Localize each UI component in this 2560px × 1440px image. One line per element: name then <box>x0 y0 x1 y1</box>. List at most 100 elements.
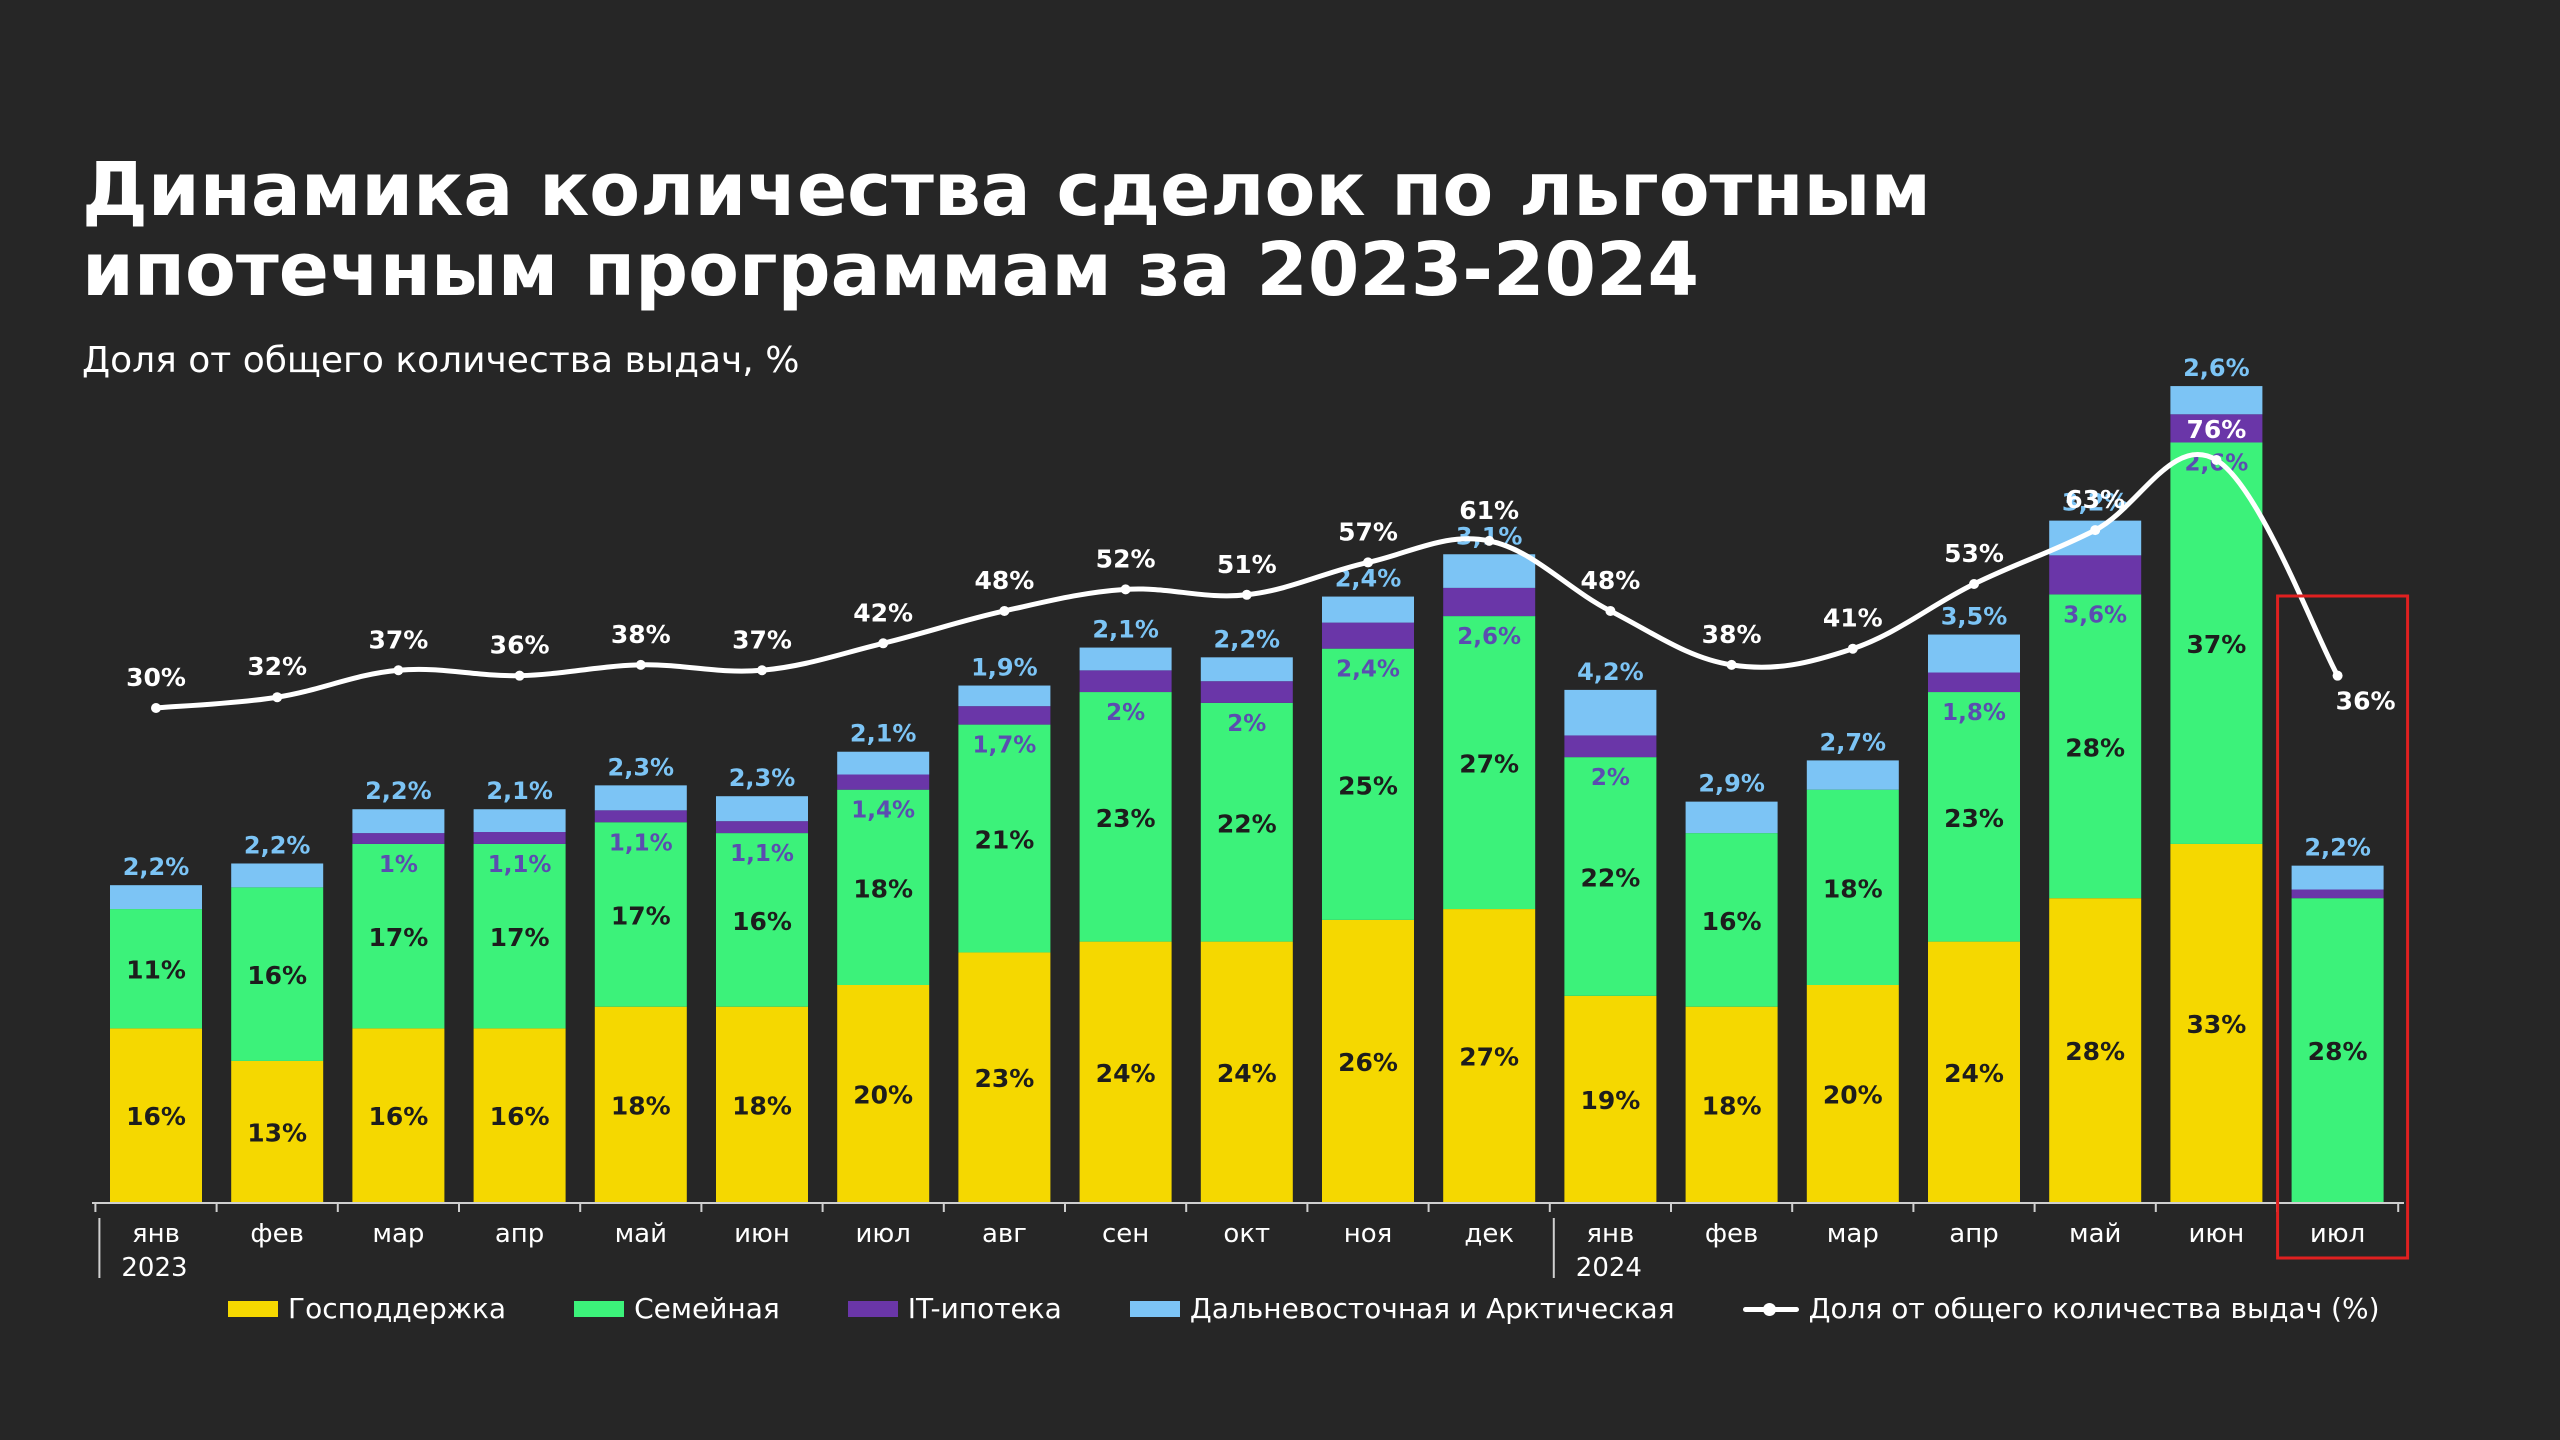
bar-value-label: 33% <box>2186 1010 2246 1039</box>
bar-value-label: 2,9% <box>1698 770 1765 798</box>
bar-segment <box>1928 634 2020 673</box>
bar-value-label: 16% <box>368 1102 428 1131</box>
x-tick-label: янв <box>132 1219 180 1249</box>
bar-segment <box>594 822 687 1007</box>
bar-segment <box>837 751 930 775</box>
bar-value-label: 20% <box>853 1081 913 1110</box>
bar-value-label: 18% <box>853 874 913 903</box>
line-point <box>2332 670 2343 681</box>
legend-item: Семейная <box>574 1292 780 1325</box>
line-point <box>1726 659 1737 670</box>
x-tick-label: апр <box>495 1219 544 1249</box>
bar-segment <box>716 796 808 822</box>
legend-swatch <box>847 1300 898 1317</box>
legend-label: Дальневосточная и Арктическая <box>1189 1292 1675 1325</box>
bar-value-label: 1,9% <box>971 654 1038 682</box>
bar-value-label: 2,2% <box>244 831 311 859</box>
line-value-label: 41% <box>1823 604 1883 633</box>
bar-value-label: 1,4% <box>851 798 915 824</box>
bar-value-label: 2,6% <box>2183 354 2250 382</box>
bar-segment <box>837 774 930 790</box>
x-tick-label: май <box>615 1219 667 1249</box>
bar-value-label: 2,3% <box>608 753 675 781</box>
bar-segment <box>1079 692 1172 942</box>
line-value-label: 36% <box>490 631 550 660</box>
bar-segment <box>1443 587 1536 617</box>
bar-segment <box>837 789 930 985</box>
x-tick-label: окт <box>1223 1219 1270 1249</box>
bar-segment <box>1806 985 1899 1202</box>
bar-value-label: 2,1% <box>850 720 917 748</box>
legend-line-swatch <box>1742 1301 1799 1317</box>
bar-value-label: 3,5% <box>1941 603 2008 631</box>
bar-segment <box>1564 735 1657 758</box>
bar-segment <box>352 843 445 1029</box>
bar-value-label: 16% <box>490 1102 550 1131</box>
x-tick-label: ноя <box>1344 1219 1393 1249</box>
bar-value-label: 20% <box>1823 1081 1883 1110</box>
bar-value-label: 2,2% <box>365 777 432 805</box>
bar-segment <box>958 706 1051 725</box>
bar-value-label: 2,7% <box>1820 728 1887 756</box>
bar-value-label: 18% <box>1702 1091 1762 1120</box>
line-point <box>1120 584 1131 595</box>
bar-segment <box>716 1006 808 1202</box>
bar-value-label: 1% <box>379 852 418 878</box>
bar-value-label: 2% <box>1106 700 1145 726</box>
line-value-label: 36% <box>2336 687 2396 716</box>
bar-segment <box>958 685 1051 707</box>
x-tick-label: апр <box>1949 1219 1998 1249</box>
x-tick-label: фев <box>250 1219 304 1249</box>
bar-value-label: 23% <box>1096 804 1156 833</box>
bar-value-label: 2,1% <box>1092 616 1159 644</box>
year-label: 2023 <box>121 1253 187 1283</box>
line-point <box>1847 643 1858 654</box>
bar-value-label: 11% <box>126 956 186 985</box>
bar-value-label: 2,4% <box>1336 657 1400 683</box>
bar-segment <box>716 833 808 1007</box>
bar-segment <box>2170 414 2263 443</box>
bars-layer <box>110 386 2384 1202</box>
line-point <box>1241 589 1252 600</box>
bar-segment <box>231 863 324 888</box>
bar-value-label: 2% <box>1591 765 1630 791</box>
line-point <box>2090 525 2101 536</box>
legend-item: IT-ипотека <box>847 1292 1062 1325</box>
bar-value-label: 22% <box>1580 864 1640 893</box>
bar-segment <box>1564 995 1657 1202</box>
bar-segment <box>1079 647 1172 671</box>
bar-segment <box>958 952 1051 1202</box>
bar-segment <box>352 833 445 844</box>
bar-segment <box>1079 941 1172 1202</box>
x-tick-label: июл <box>2310 1219 2365 1249</box>
bar-segment <box>2049 555 2142 595</box>
line-point <box>514 670 525 681</box>
bar-segment <box>110 1028 202 1202</box>
bar-segment <box>2170 442 2263 844</box>
bar-value-label: 27% <box>1459 1043 1519 1072</box>
bar-segment <box>1200 657 1293 682</box>
x-tick-label: мар <box>372 1219 424 1249</box>
line-value-label: 48% <box>1580 566 1640 595</box>
bar-segment <box>231 1060 324 1202</box>
bar-value-label: 2% <box>1227 711 1266 737</box>
bar-value-label: 37% <box>2186 630 2246 659</box>
bar-segment <box>1200 941 1293 1202</box>
chart-subtitle: Доля от общего количества выдач, % <box>82 340 800 381</box>
bar-segment <box>594 785 687 811</box>
bar-value-label: 16% <box>126 1102 186 1131</box>
bar-segment <box>2291 865 2384 890</box>
line-point <box>1363 557 1373 568</box>
x-tick-label: июл <box>855 1219 910 1249</box>
legend-item: Дальневосточная и Арктическая <box>1129 1292 1675 1325</box>
line-value-label: 32% <box>247 652 307 681</box>
x-tick-label: май <box>2069 1219 2121 1249</box>
legend-swatch <box>574 1300 625 1317</box>
bar-value-label: 28% <box>2065 1037 2125 1066</box>
x-tick-label: фев <box>1705 1219 1759 1249</box>
bar-value-label: 18% <box>1823 874 1883 903</box>
x-tick-label: сен <box>1102 1219 1149 1249</box>
line-value-label: 37% <box>368 625 428 654</box>
line-value-label: 57% <box>1338 517 1398 546</box>
